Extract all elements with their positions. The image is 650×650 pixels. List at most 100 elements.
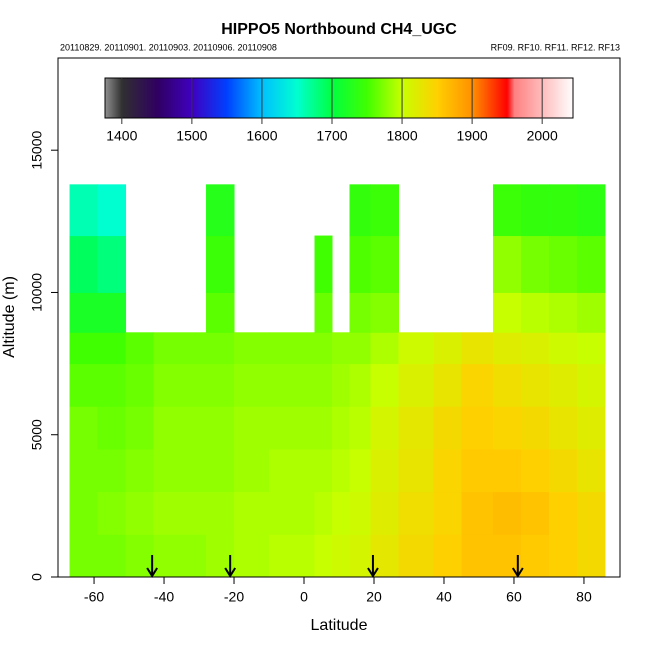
heat-cell <box>234 448 270 493</box>
subtitle-left: 20110829. 20110901. 20110903. 20110906. … <box>60 42 277 52</box>
colorbar-segment <box>156 78 193 118</box>
heat-cell <box>206 292 235 333</box>
arrow <box>511 555 524 578</box>
heat-cell <box>314 292 333 333</box>
heat-cell <box>576 332 606 365</box>
heat-cell <box>332 448 350 493</box>
heat-cell <box>492 534 522 578</box>
heat-cell <box>349 406 371 450</box>
heat-cell <box>125 406 155 450</box>
heat-cell <box>349 332 371 365</box>
y-tick-label: 0 <box>29 573 45 581</box>
colorbar-segment <box>226 78 263 118</box>
heat-cell <box>492 448 522 493</box>
heat-cell <box>520 406 550 450</box>
heat-cell <box>69 534 99 578</box>
heat-cell <box>548 292 578 333</box>
heat-cell <box>97 491 127 535</box>
heat-cell <box>433 491 462 535</box>
heat-cell <box>153 448 207 493</box>
heat-cell <box>370 235 399 293</box>
heat-cell <box>314 235 333 293</box>
heat-cell <box>349 491 371 535</box>
heat-cell <box>69 448 99 493</box>
heat-cell <box>461 406 494 450</box>
x-tick-label: 60 <box>506 589 522 605</box>
colorbar-tick-label: 2000 <box>527 128 558 144</box>
heat-cell <box>125 448 155 493</box>
heat-cell <box>576 363 606 407</box>
colorbar-tick-label: 1400 <box>106 128 137 144</box>
heat-cell <box>461 363 494 407</box>
heat-cell <box>332 534 350 578</box>
heat-cell <box>520 363 550 407</box>
arrow-head <box>146 567 158 578</box>
colorbar-segment <box>191 78 228 118</box>
heat-cell <box>234 332 270 365</box>
heat-cell <box>520 184 550 237</box>
heat-cell <box>234 491 270 535</box>
heat-cell <box>314 534 333 578</box>
heat-cell <box>492 184 522 237</box>
heat-cell <box>576 534 606 578</box>
heat-cell <box>520 491 550 535</box>
x-tick-label: 80 <box>576 589 592 605</box>
heat-cell <box>433 534 462 578</box>
heat-cell <box>398 448 434 493</box>
heat-cell <box>206 363 235 407</box>
heat-cell <box>269 534 316 578</box>
heat-cell <box>153 406 207 450</box>
heat-cell <box>433 363 462 407</box>
heat-cell <box>332 406 350 450</box>
heat-cell <box>97 448 127 493</box>
heat-cell <box>370 534 399 578</box>
x-tick-label: -20 <box>224 589 244 605</box>
x-tick-label: -60 <box>84 589 104 605</box>
heat-cell <box>153 363 207 407</box>
heat-cell <box>349 292 371 333</box>
heat-cell <box>492 235 522 293</box>
heat-cell <box>576 184 606 237</box>
heat-cell <box>548 363 578 407</box>
heat-cell <box>370 363 399 407</box>
colorbar-segment <box>507 78 515 118</box>
y-tick-label: 15000 <box>29 131 45 170</box>
heat-cell <box>97 235 127 293</box>
heat-cell <box>332 363 350 407</box>
colorbar-segment <box>331 78 368 118</box>
arrow-head <box>511 567 524 578</box>
heat-cell <box>548 491 578 535</box>
heat-cell <box>349 235 371 293</box>
y-axis-label: Altitude (m) <box>1 276 18 358</box>
heat-cell <box>269 363 316 407</box>
arrow-head <box>224 567 237 578</box>
heat-cell <box>206 235 235 293</box>
heat-cell <box>548 406 578 450</box>
heat-cell <box>314 448 333 493</box>
heat-cell <box>314 332 333 365</box>
heat-cell <box>370 406 399 450</box>
heat-cell <box>314 406 333 450</box>
heat-cell <box>548 534 578 578</box>
heat-cell <box>153 491 207 535</box>
colorbar-tick-label: 1600 <box>246 128 277 144</box>
heat-cell <box>576 235 606 293</box>
heat-cell <box>206 332 235 365</box>
heat-cell <box>234 406 270 450</box>
heat-cell <box>520 292 550 333</box>
heat-cell <box>206 184 235 237</box>
heat-cell <box>398 332 434 365</box>
heat-cell <box>97 292 127 333</box>
plot-frame <box>57 57 621 578</box>
colorbar-tick-label: 1700 <box>316 128 347 144</box>
heat-cell <box>125 491 155 535</box>
heat-cell <box>269 332 316 365</box>
heat-cell <box>520 235 550 293</box>
colorbar-segment <box>367 78 403 118</box>
heat-cell <box>349 534 371 578</box>
heat-cell <box>492 363 522 407</box>
arrow-head <box>367 567 379 578</box>
heat-cell <box>461 534 494 578</box>
heat-cell <box>370 491 399 535</box>
arrow <box>367 555 379 578</box>
